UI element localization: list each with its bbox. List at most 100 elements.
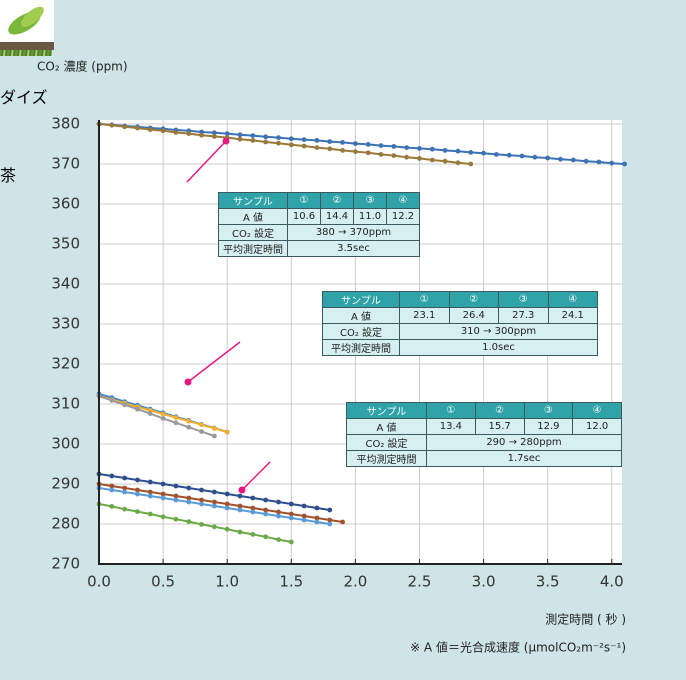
data-point <box>417 156 422 161</box>
data-point <box>135 509 140 514</box>
data-point <box>250 138 256 143</box>
data-point <box>314 145 320 151</box>
y-tick-label: 360 <box>51 195 80 213</box>
callout-line <box>187 341 241 383</box>
callout-dot <box>184 378 192 386</box>
data-point <box>301 503 307 509</box>
table-row: サンプル ① ② ③ ④ <box>346 402 622 419</box>
data-point <box>558 156 563 162</box>
data-point <box>224 526 230 532</box>
data-point <box>417 146 422 151</box>
table-cell: 13.4 <box>426 418 476 435</box>
data-point <box>173 415 179 420</box>
data-point <box>468 150 474 155</box>
data-point <box>327 139 333 145</box>
table-row: CO₂ 設定 380 → 370ppm <box>218 224 420 241</box>
data-point <box>186 495 192 501</box>
data-point <box>276 499 281 505</box>
data-point <box>327 507 333 513</box>
table-cell: A 値 <box>218 208 288 225</box>
data-point <box>237 493 243 499</box>
header-cell: ③ <box>353 192 387 209</box>
data-point <box>455 148 461 154</box>
header-cell: ③ <box>523 402 574 419</box>
data-point <box>276 513 281 519</box>
header-cell: ① <box>426 402 476 419</box>
data-point <box>122 402 128 408</box>
data-point <box>199 429 204 434</box>
header-cell: サンプル <box>218 192 288 209</box>
data-point <box>211 433 217 439</box>
table-cell: 15.7 <box>474 418 525 435</box>
data-point <box>160 416 166 421</box>
photo-box: 茶 <box>0 0 62 232</box>
table-row: サンプル ① ② ③ ④ <box>322 291 598 308</box>
table-cell: 310 → 300ppm <box>399 323 598 340</box>
y-axis-label: CO₂ 濃度 (ppm) <box>37 59 128 74</box>
data-point <box>378 143 384 149</box>
data-point <box>263 497 269 503</box>
data-point <box>211 499 217 505</box>
data-point <box>147 489 153 495</box>
data-point <box>199 522 204 527</box>
data-point <box>173 516 179 522</box>
data-point <box>276 135 281 141</box>
data-point <box>211 524 217 530</box>
data-point <box>237 529 243 535</box>
data-point <box>263 507 269 513</box>
data-point <box>519 153 525 159</box>
table-cell: 1.0sec <box>399 339 598 356</box>
callout-line <box>241 461 271 491</box>
table-cell: 27.3 <box>498 307 549 324</box>
data-point <box>442 148 448 153</box>
data-point <box>122 485 128 491</box>
y-tick-label: 380 <box>51 115 80 133</box>
data-point <box>211 426 217 431</box>
table-cell: A 値 <box>346 418 427 435</box>
table-cell: 14.4 <box>320 208 354 225</box>
table-cell: CO₂ 設定 <box>218 224 288 241</box>
y-tick-label: 320 <box>51 355 80 373</box>
table-cell: 23.1 <box>399 307 450 324</box>
data-point <box>327 517 333 523</box>
data-point <box>250 495 256 501</box>
data-point <box>211 489 217 495</box>
data-point <box>365 150 371 156</box>
data-point <box>404 154 410 160</box>
table-cell: 12.0 <box>572 418 622 435</box>
data-point <box>583 158 589 164</box>
note: ※ A 値＝光合成速度 (μmolCO₂m⁻²s⁻¹) <box>410 640 626 655</box>
data-point <box>340 140 345 145</box>
data-point <box>173 420 179 426</box>
data-point <box>135 406 140 412</box>
data-point <box>135 125 140 131</box>
callout-dot <box>238 486 246 494</box>
data-point <box>186 499 192 505</box>
data-point <box>199 497 204 503</box>
data-point <box>314 505 320 511</box>
sample-label: 茶 <box>0 166 17 185</box>
data-point <box>545 155 551 161</box>
data-point <box>288 142 294 148</box>
table-cell: 平均測定時間 <box>322 339 400 356</box>
data-point <box>186 424 192 430</box>
data-point <box>237 136 243 142</box>
data-point <box>314 138 320 143</box>
callout-dot <box>222 137 230 145</box>
data-point <box>122 475 128 481</box>
table-cell: 1.7sec <box>426 450 622 467</box>
data-point <box>263 139 269 145</box>
table-cell: 平均測定時間 <box>218 240 288 257</box>
data-point <box>224 491 230 497</box>
table-row: 平均測定時間 1.0sec <box>322 339 598 356</box>
data-point <box>276 537 281 542</box>
x-tick-label: 3.0 <box>472 573 496 591</box>
data-point <box>160 481 166 487</box>
data-point <box>224 131 230 137</box>
data-point <box>199 132 204 138</box>
data-point <box>135 477 140 483</box>
data-point <box>429 146 435 152</box>
photo <box>0 0 54 42</box>
data-point <box>352 149 358 155</box>
